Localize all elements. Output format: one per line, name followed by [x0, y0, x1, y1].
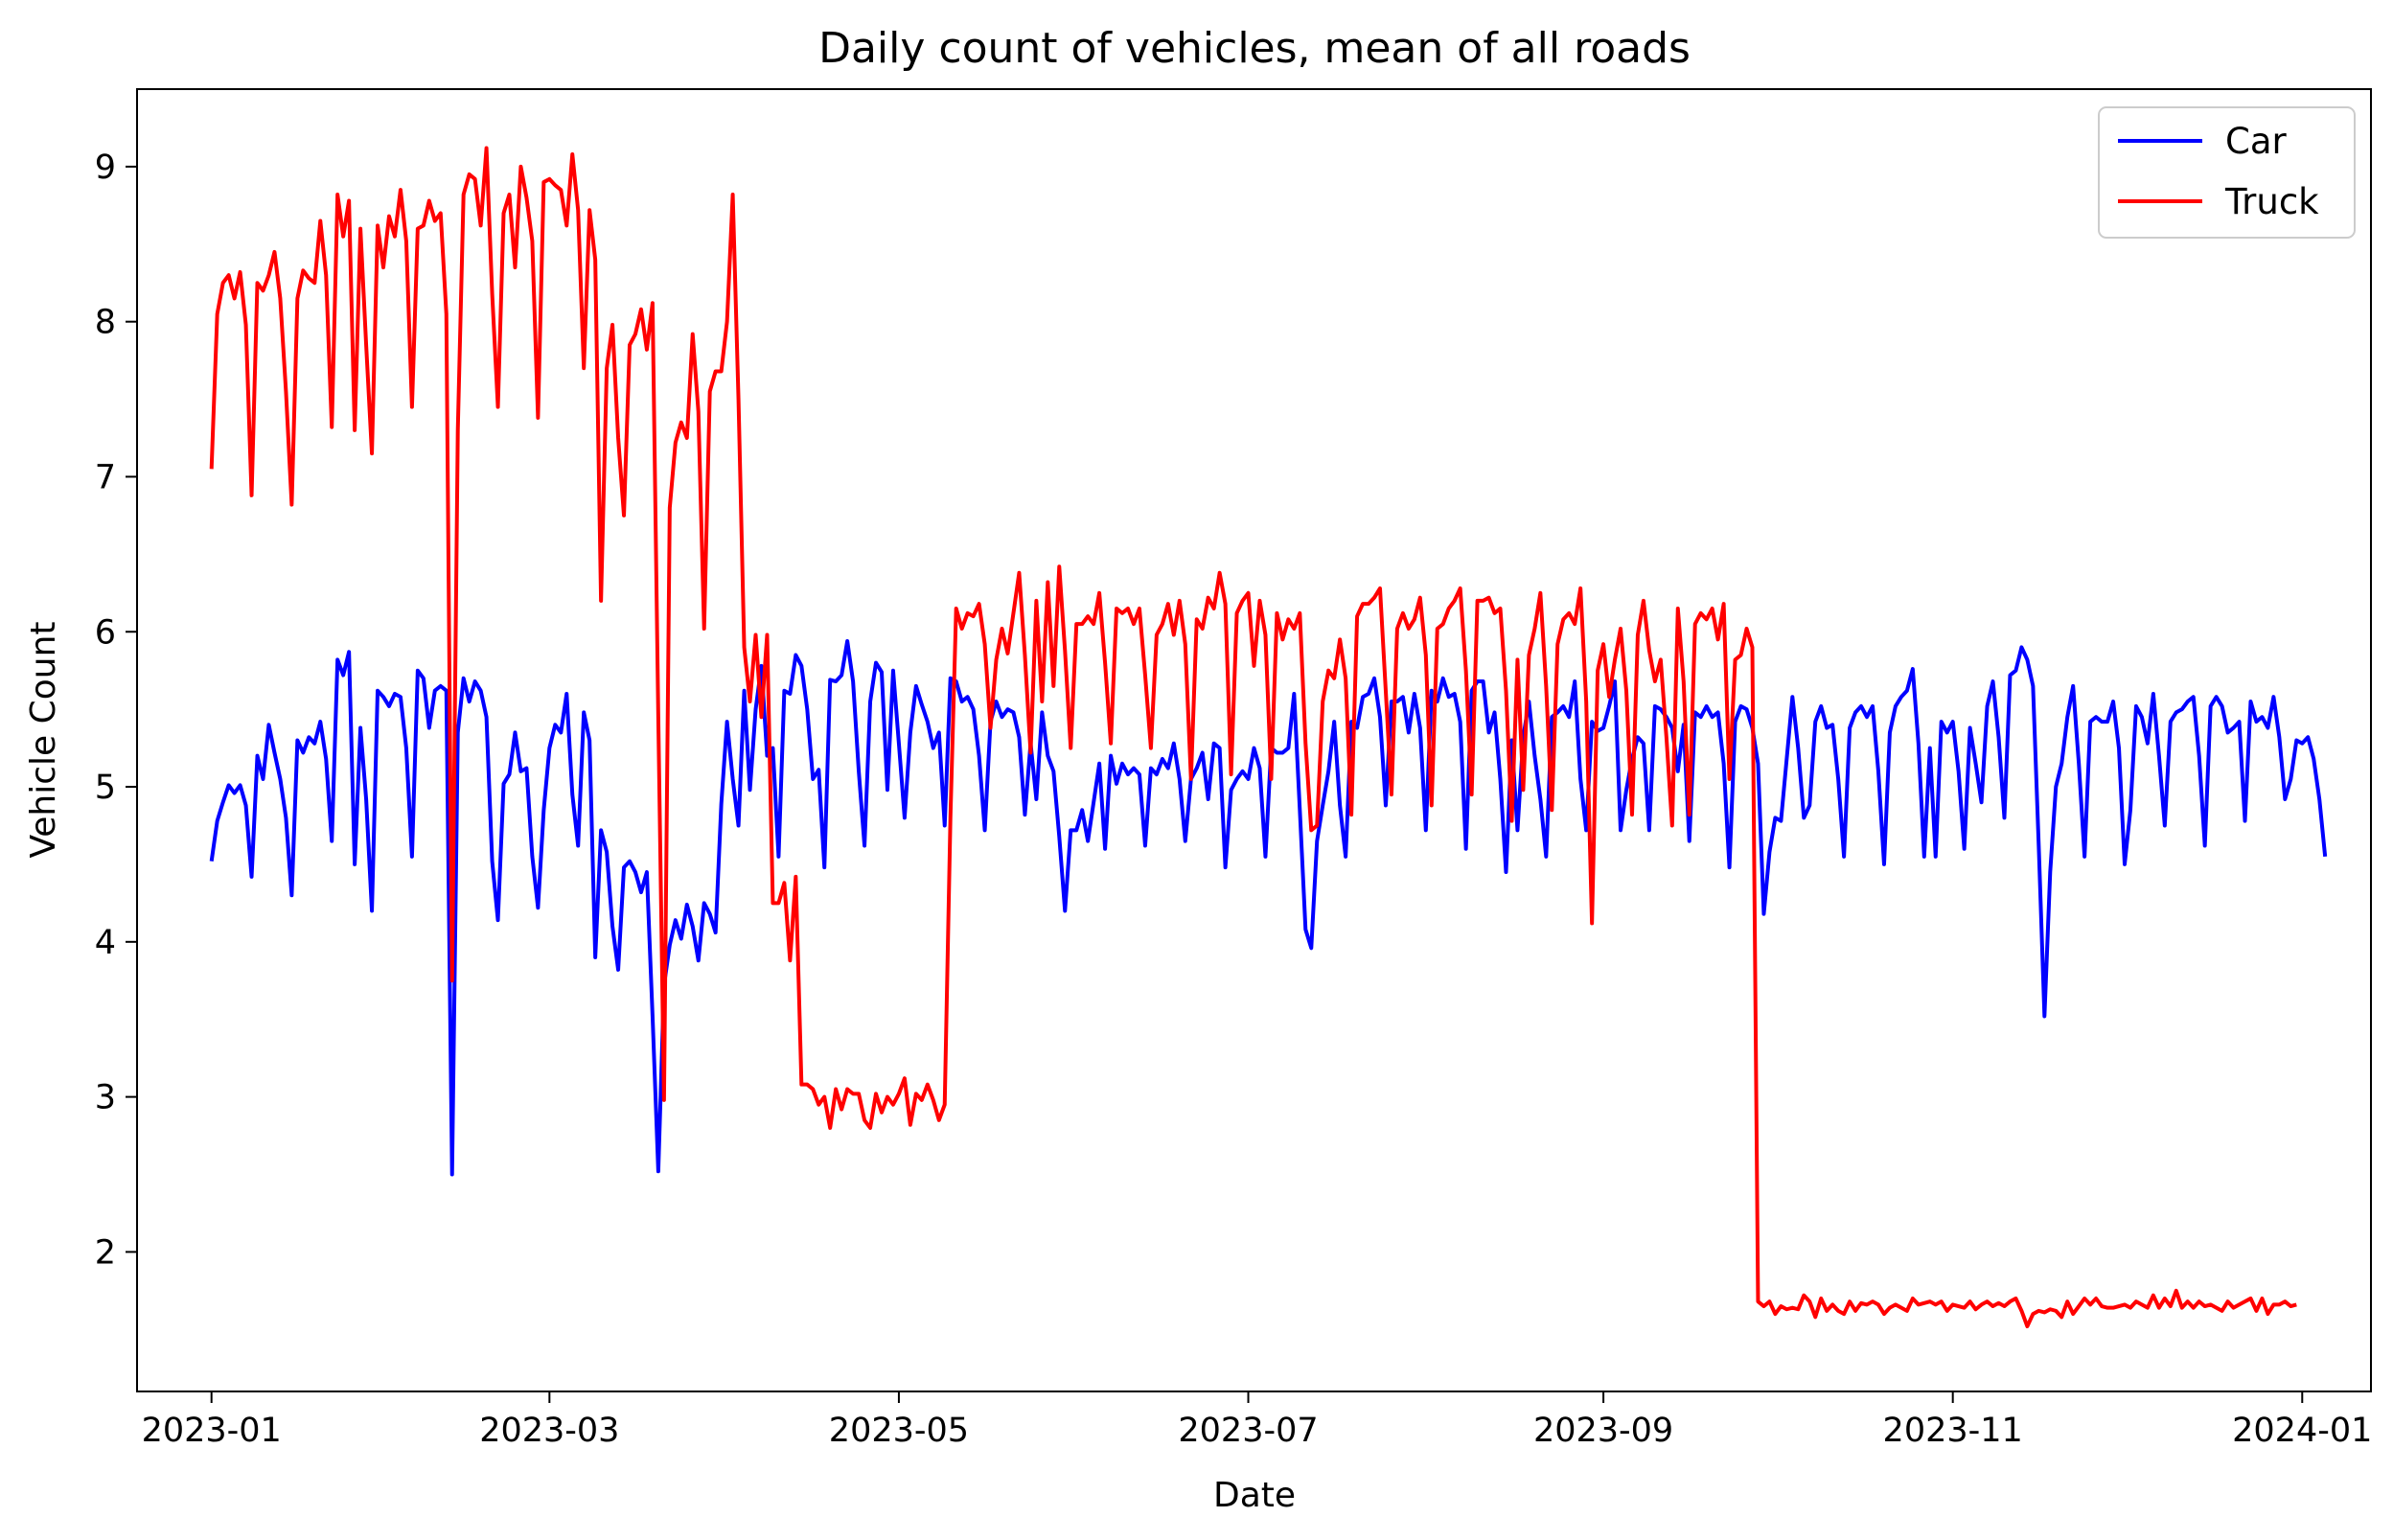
x-tick-label: 2023-03 — [479, 1412, 619, 1450]
y-tick-label: 6 — [95, 613, 116, 652]
series-line-car — [209, 638, 2328, 1177]
y-tick-label: 9 — [95, 149, 116, 187]
y-axis-label: Vehicle Count — [24, 621, 63, 858]
x-axis: 2023-01 2023-03 2023-05 2023-07 2023-09 2023-… — [142, 1391, 2372, 1450]
x-axis-label: Date — [1213, 1476, 1296, 1515]
x-tick-label: 2023-11 — [1883, 1412, 2023, 1450]
x-tick-label: 2023-07 — [1178, 1412, 1318, 1450]
y-tick-label: 4 — [95, 924, 116, 962]
x-tick-label: 2024-01 — [2232, 1412, 2372, 1450]
y-tick-label: 5 — [95, 769, 116, 807]
x-tick-label: 2023-01 — [142, 1412, 282, 1450]
plot-area — [136, 88, 2372, 1392]
y-tick-label: 3 — [95, 1079, 116, 1117]
y-tick-label: 2 — [95, 1233, 116, 1272]
legend-label-car: Car — [2225, 121, 2288, 162]
x-tick-label: 2023-05 — [829, 1412, 969, 1450]
y-tick-label: 7 — [95, 458, 116, 496]
chart-title: Daily count of vehicles, mean of all roa… — [818, 24, 1691, 73]
series-line-truck — [209, 146, 2297, 1329]
legend: Car Truck — [2098, 106, 2356, 239]
y-tick-label: 8 — [95, 304, 116, 342]
series-layer — [209, 146, 2328, 1329]
legend-label-truck: Truck — [2224, 181, 2319, 222]
x-tick-label: 2023-09 — [1533, 1412, 1673, 1450]
axes-frame — [136, 88, 2372, 1392]
y-axis: 2 3 4 5 6 7 8 9 — [95, 149, 137, 1272]
